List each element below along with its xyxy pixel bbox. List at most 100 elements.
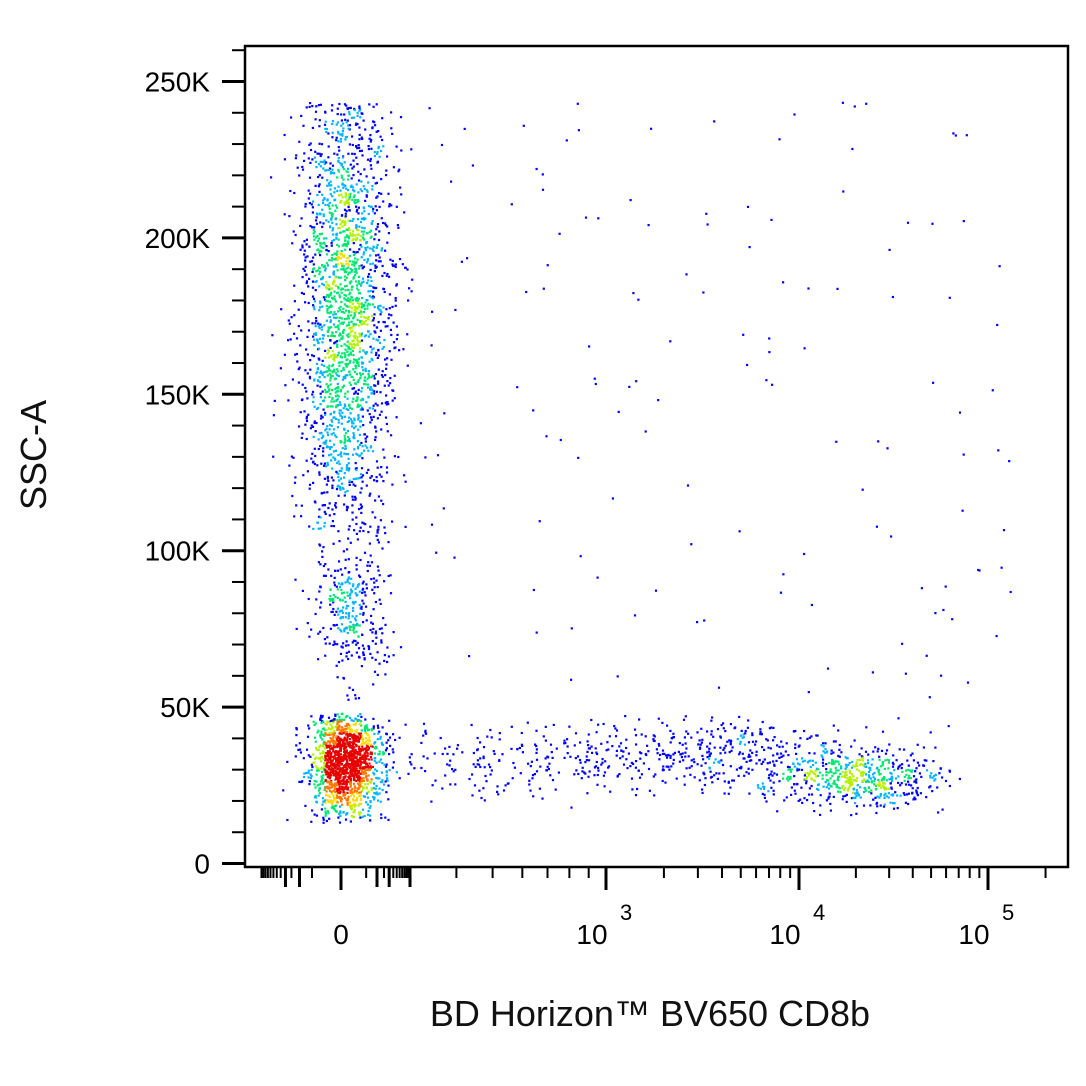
scatter-point [390,204,393,207]
scatter-point [338,462,341,466]
scatter-point [360,217,363,220]
scatter-point [354,763,357,766]
scatter-point [369,765,372,768]
scatter-point [340,616,343,619]
scatter-point [372,176,375,179]
scatter-point [365,195,368,198]
scatter-point [354,359,357,362]
scatter-point [295,728,298,731]
scatter-point [734,726,737,729]
scatter-point [333,152,336,155]
scatter-point [359,408,362,411]
scatter-point [320,246,323,249]
scatter-point [317,794,320,797]
scatter-point [341,582,344,585]
scatter-point [420,766,423,770]
scatter-point [865,765,868,768]
scatter-point [372,347,375,350]
scatter-point [965,134,968,137]
scatter-point [351,793,354,796]
scatter-point [318,789,321,792]
scatter-point [331,508,334,511]
scatter-point [909,769,912,772]
scatter-point [369,799,372,803]
scatter-point [384,401,387,404]
scatter-point [789,770,792,773]
scatter-point [805,780,808,783]
scatter-point [778,756,781,759]
scatter-point [380,771,383,774]
scatter-point [511,777,514,780]
scatter-point [346,591,349,594]
scatter-point [316,731,319,734]
scatter-point [340,760,343,763]
scatter-point [335,735,338,738]
scatter-point [327,205,331,208]
scatter-point [789,775,792,779]
scatter-point [339,390,342,393]
scatter-point [317,748,320,751]
scatter-point [349,806,352,809]
scatter-point [563,756,566,759]
scatter-point [341,779,344,782]
scatter-point [332,643,335,646]
scatter-point [349,267,352,271]
scatter-point [339,748,342,752]
scatter-point [766,739,769,742]
scatter-point [351,752,355,756]
scatter-point [378,787,381,790]
scatter-point [340,113,343,116]
scatter-point [358,303,361,306]
scatter-point [940,674,943,677]
scatter-point [344,216,347,219]
scatter-point [326,311,329,314]
scatter-point [315,236,318,239]
scatter-point [348,260,351,263]
scatter-point [334,797,337,800]
scatter-point [368,542,371,545]
scatter-point [321,337,325,340]
scatter-point [350,320,353,323]
scatter-point [363,210,366,213]
scatter-point [329,172,332,175]
scatter-point [347,323,350,327]
scatter-point [368,807,371,810]
scatter-point [360,136,363,139]
scatter-point [354,198,357,202]
scatter-point [937,811,940,814]
scatter-point [856,784,859,787]
scatter-point [328,285,331,288]
scatter-point [702,758,705,761]
scatter-point [877,779,880,782]
scatter-point [330,453,333,456]
scatter-point [332,750,335,753]
scatter-point [350,375,353,378]
scatter-point [344,600,347,603]
scatter-point [360,511,363,514]
scatter-point [839,791,842,794]
scatter-point [628,385,631,388]
scatter-point [337,530,340,533]
scatter-point [566,738,569,741]
scatter-point [362,349,365,352]
scatter-point [305,771,308,775]
scatter-point [885,795,888,798]
scatter-point [379,602,382,605]
scatter-point [334,751,337,754]
scatter-point [352,323,355,326]
scatter-point [320,780,323,783]
scatter-point [356,339,359,343]
scatter-point [337,132,340,135]
scatter-point [342,330,345,333]
scatter-point [293,191,296,195]
scatter-point [364,594,367,597]
scatter-point [313,235,316,238]
scatter-point [473,784,477,787]
scatter-point [347,467,350,470]
scatter-point [361,767,364,770]
scatter-point [327,250,330,253]
scatter-point [337,418,340,421]
scatter-point [801,801,804,804]
scatter-point [838,748,841,751]
scatter-point [313,447,316,450]
